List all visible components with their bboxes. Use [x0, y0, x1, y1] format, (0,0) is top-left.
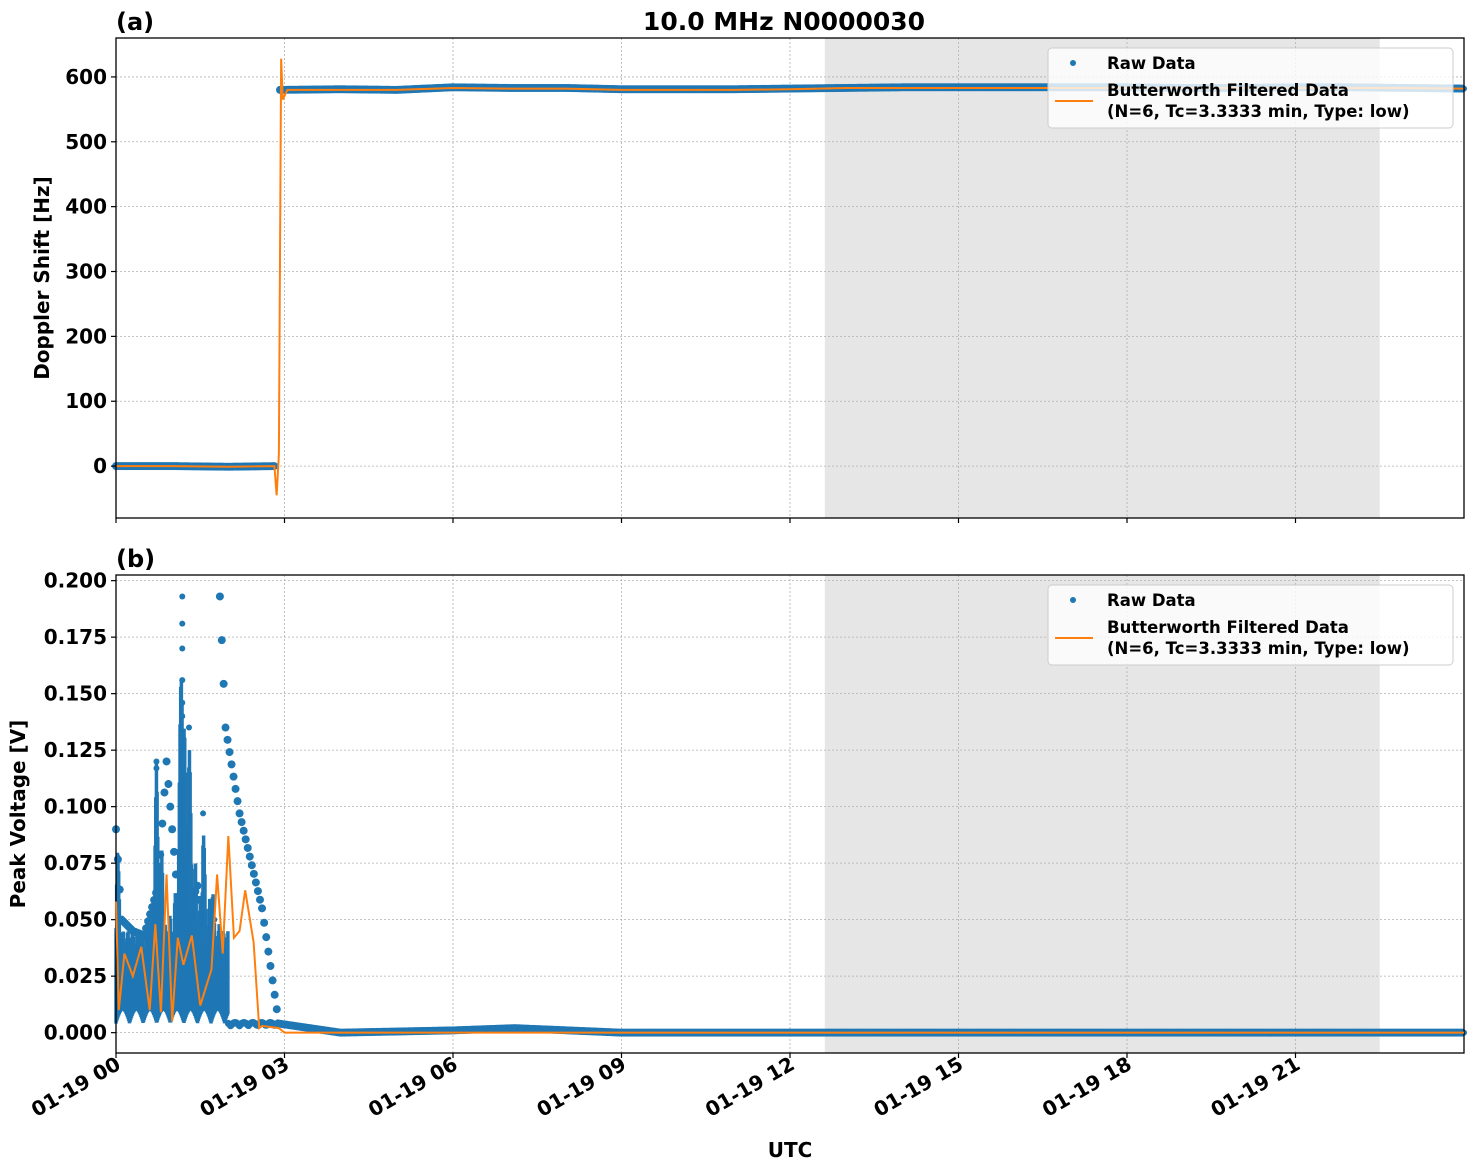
y-axis-label-b: Peak Voltage [V]: [6, 720, 30, 909]
x-tick-label: 01-19 06: [364, 1052, 462, 1122]
y-axis-label-a: Doppler Shift [Hz]: [30, 176, 54, 380]
panel-label-b: (b): [116, 545, 155, 573]
panel-b: 0.000 0.025 0.050 0.075 0.100 0.125 0.150 0.175…: [6, 545, 1467, 1162]
y-tick-label: 0.075: [44, 851, 107, 875]
x-tick-label: 01-19 18: [1038, 1052, 1136, 1122]
legend-raw-label: Raw Data: [1107, 54, 1196, 73]
x-tick-label: 01-19 03: [195, 1052, 293, 1122]
y-tick-label: 100: [65, 389, 107, 413]
legend-raw-label: Raw Data: [1107, 591, 1196, 610]
legend-filtered-params: (N=6, Tc=3.3333 min, Type: low): [1107, 639, 1410, 658]
y-tick-label: 0.200: [44, 569, 107, 593]
chart-title: 10.0 MHz N0000030: [643, 7, 925, 36]
y-tick-label: 0.025: [44, 964, 107, 988]
filtered-data-series-b: [115, 835, 1464, 1034]
legend-b: Raw Data Butterworth Filtered Data (N=6,…: [1047, 584, 1454, 666]
x-tick-label: 01-19 00: [27, 1052, 125, 1122]
x-ticks-b: 01-19 00 01-19 03 01-19 06 01-19 09 01-19 12…: [27, 1052, 1304, 1122]
legend-filtered-label: Butterworth Filtered Data: [1107, 618, 1349, 637]
x-tick-label: 01-19 21: [1206, 1052, 1304, 1122]
x-tick-label: 01-19 09: [532, 1052, 630, 1122]
y-tick-label: 0.100: [44, 795, 107, 819]
y-tick-label: 0.125: [44, 738, 107, 762]
x-tick-label: 01-19 12: [701, 1052, 799, 1122]
y-tick-label: 0.150: [44, 682, 107, 706]
legend-a: Raw Data Butterworth Filtered Data (N=6,…: [1047, 47, 1454, 129]
y-tick-label: 200: [65, 324, 107, 348]
y-tick-label: 400: [65, 195, 107, 219]
legend-raw-marker-icon: [1070, 597, 1076, 603]
x-tick-label: 01-19 15: [869, 1052, 967, 1122]
panel-label-a: (a): [116, 8, 154, 36]
y-tick-label: 0.050: [44, 908, 107, 932]
legend-raw-marker-icon: [1070, 60, 1076, 66]
y-tick-label: 0: [93, 454, 107, 478]
y-tick-label: 0.175: [44, 625, 107, 649]
y-tick-label: 300: [65, 260, 107, 284]
x-axis-label: UTC: [768, 1138, 813, 1162]
legend-filtered-label: Butterworth Filtered Data: [1107, 81, 1349, 100]
y-tick-label: 600: [65, 65, 107, 89]
y-tick-label: 0.000: [44, 1021, 107, 1045]
y-tick-label: 500: [65, 130, 107, 154]
x-ticks-a: [115, 518, 1297, 523]
grid-a: [116, 38, 1464, 518]
legend-box-a: [1047, 47, 1454, 129]
legend-box-b: [1047, 584, 1454, 666]
panel-a: 0 100 200 300 400 500 600 (a) 10.0 MHz N000003…: [30, 7, 1467, 523]
legend-filtered-params: (N=6, Tc=3.3333 min, Type: low): [1107, 102, 1410, 121]
y-ticks-b: 0.000 0.025 0.050 0.075 0.100 0.125 0.150 0.175…: [44, 569, 116, 1045]
y-ticks-a: 0 100 200 300 400 500 600: [65, 65, 116, 478]
